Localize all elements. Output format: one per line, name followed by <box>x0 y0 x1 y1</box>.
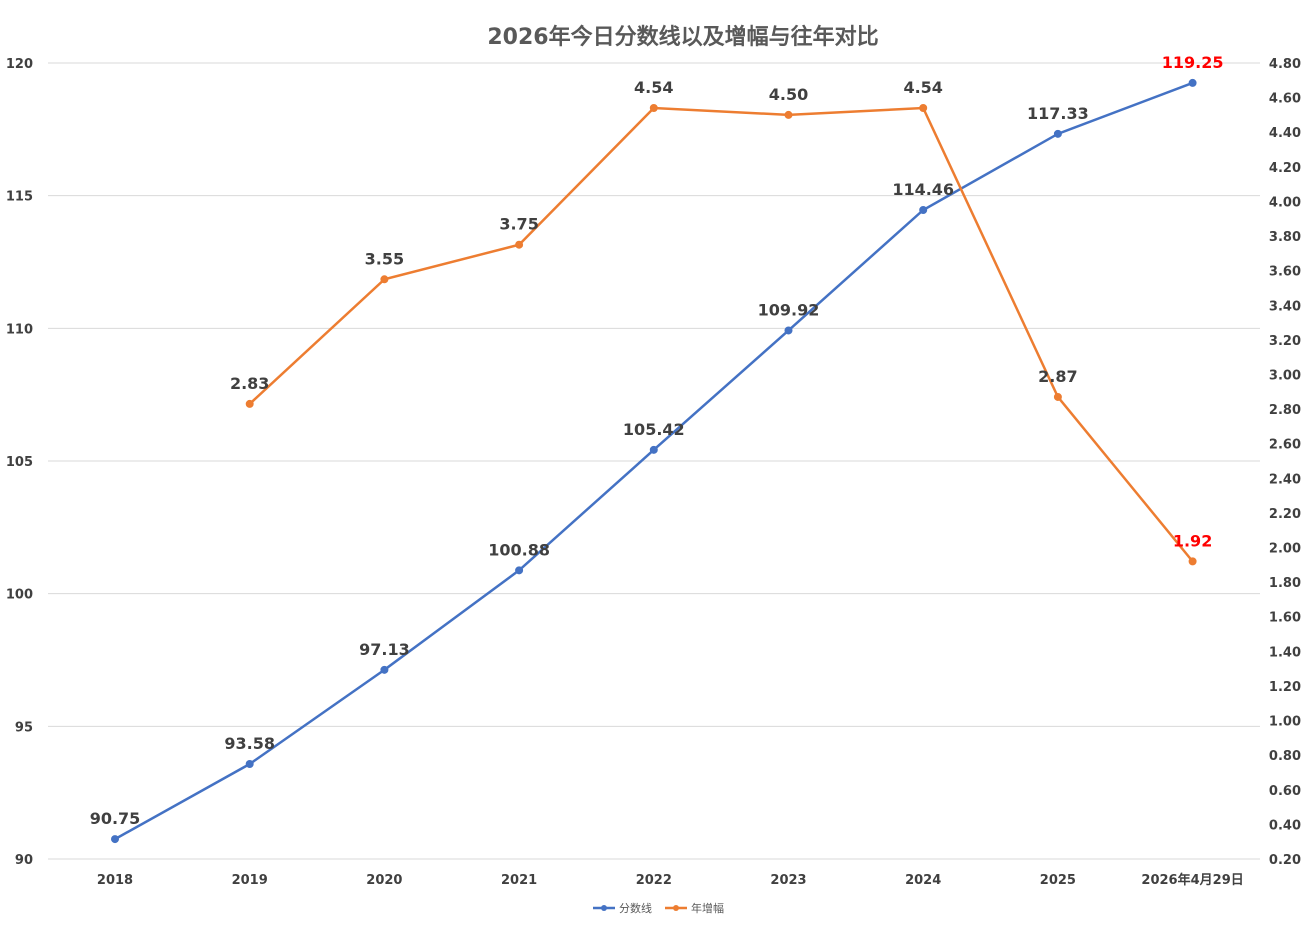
series-point-1 <box>919 103 928 112</box>
left-tick-label: 115 <box>6 190 33 205</box>
data-label-0: 93.58 <box>224 734 275 753</box>
legend-marker-1 <box>673 905 679 911</box>
left-tick-label: 120 <box>6 57 33 72</box>
series-point-1 <box>1053 392 1062 401</box>
chart-title: 2026年今日分数线以及增幅与往年对比 <box>487 24 878 50</box>
right-tick-label: 2.80 <box>1269 403 1301 418</box>
x-tick-label: 2026年4月29日 <box>1141 872 1243 888</box>
data-label-0: 109.92 <box>758 300 820 319</box>
series-point-1 <box>1188 557 1197 566</box>
data-label-0: 97.13 <box>359 640 410 659</box>
x-axis-ticks: 2018 2019 2020 2021 2022 2023 2024 2025 2026年4月2… <box>97 872 1244 888</box>
series-layer <box>111 78 1197 844</box>
series-point-0 <box>649 445 658 454</box>
right-tick-label: 3.20 <box>1269 334 1301 349</box>
data-label-0: 105.42 <box>623 420 685 439</box>
data-label-1: 4.54 <box>903 78 942 97</box>
right-tick-label: 0.60 <box>1269 784 1301 799</box>
data-label-1: 3.75 <box>499 215 538 234</box>
right-tick-label: 3.40 <box>1269 299 1301 314</box>
series-point-0 <box>111 835 119 844</box>
x-tick-label: 2023 <box>770 873 806 888</box>
left-tick-label: 110 <box>6 322 33 337</box>
right-tick-label: 4.80 <box>1269 57 1301 72</box>
right-tick-label: 3.00 <box>1269 368 1301 383</box>
right-tick-label: 3.80 <box>1269 230 1301 245</box>
x-tick-label: 2025 <box>1040 873 1076 888</box>
right-tick-label: 2.00 <box>1269 542 1301 557</box>
data-label-1: 1.92 <box>1173 531 1212 550</box>
data-label-1: 2.83 <box>230 374 269 393</box>
right-tick-label: 0.20 <box>1269 853 1301 868</box>
x-tick-label: 2020 <box>366 873 402 888</box>
series-point-0 <box>515 566 524 575</box>
data-label-1: 3.55 <box>365 249 404 268</box>
right-tick-label: 1.20 <box>1269 680 1301 695</box>
series-point-0 <box>245 760 254 769</box>
data-label-0: 90.75 <box>90 809 141 828</box>
x-tick-label: 2019 <box>232 873 268 888</box>
left-tick-label: 105 <box>6 455 33 470</box>
right-tick-label: 2.60 <box>1269 438 1301 453</box>
right-tick-label: 4.00 <box>1269 195 1301 210</box>
right-tick-label: 0.80 <box>1269 749 1301 764</box>
right-tick-label: 2.40 <box>1269 472 1301 487</box>
series-point-0 <box>784 326 793 335</box>
series-point-0 <box>1053 129 1062 138</box>
data-label-0: 114.46 <box>892 180 954 199</box>
right-tick-label: 1.60 <box>1269 611 1301 626</box>
right-tick-label: 2.20 <box>1269 507 1301 522</box>
gridlines <box>48 62 1260 860</box>
right-axis-ticks: 0.20 0.40 0.60 0.80 1.00 1.20 1.40 1.60 1.80 2.00… <box>1269 57 1301 868</box>
data-label-1: 4.54 <box>634 78 673 97</box>
series-point-0 <box>919 205 928 214</box>
right-tick-label: 4.40 <box>1269 126 1301 141</box>
right-tick-label: 0.40 <box>1269 818 1301 833</box>
data-label-0: 119.25 <box>1162 53 1224 72</box>
data-label-1: 4.50 <box>769 85 808 104</box>
right-tick-label: 3.60 <box>1269 265 1301 280</box>
left-tick-label: 100 <box>6 588 33 603</box>
legend-label-1: 年增幅 <box>691 901 724 915</box>
series-point-1 <box>784 110 793 119</box>
series-point-1 <box>515 240 524 249</box>
series-line-1 <box>248 106 1194 563</box>
legend-label-0: 分数线 <box>619 901 652 915</box>
series-point-0 <box>1188 78 1197 87</box>
x-tick-label: 2021 <box>501 873 537 888</box>
series-point-1 <box>649 103 658 112</box>
right-tick-label: 4.60 <box>1269 92 1301 107</box>
left-tick-label: 95 <box>15 720 33 735</box>
data-label-0: 100.88 <box>488 540 550 559</box>
left-tick-label: 90 <box>15 853 33 868</box>
data-label-1: 2.87 <box>1038 367 1077 386</box>
series-point-1 <box>380 275 389 284</box>
legend: 分数线 年增幅 <box>593 901 724 915</box>
legend-marker-0 <box>601 905 607 911</box>
right-tick-label: 4.20 <box>1269 161 1301 176</box>
x-tick-label: 2022 <box>636 873 672 888</box>
data-labels: 90.75 93.58 97.13 100.88 105.42 109.92 114.46 1… <box>90 53 1224 828</box>
left-axis-ticks: 90 95 100 105 110 115 120 <box>6 57 33 868</box>
right-tick-label: 1.00 <box>1269 715 1301 730</box>
x-tick-label: 2024 <box>905 873 941 888</box>
series-point-0 <box>380 665 389 674</box>
data-label-0: 117.33 <box>1027 104 1089 123</box>
right-tick-label: 1.40 <box>1269 645 1301 660</box>
right-tick-label: 1.80 <box>1269 576 1301 591</box>
series-point-1 <box>245 399 254 408</box>
x-tick-label: 2018 <box>97 873 133 888</box>
